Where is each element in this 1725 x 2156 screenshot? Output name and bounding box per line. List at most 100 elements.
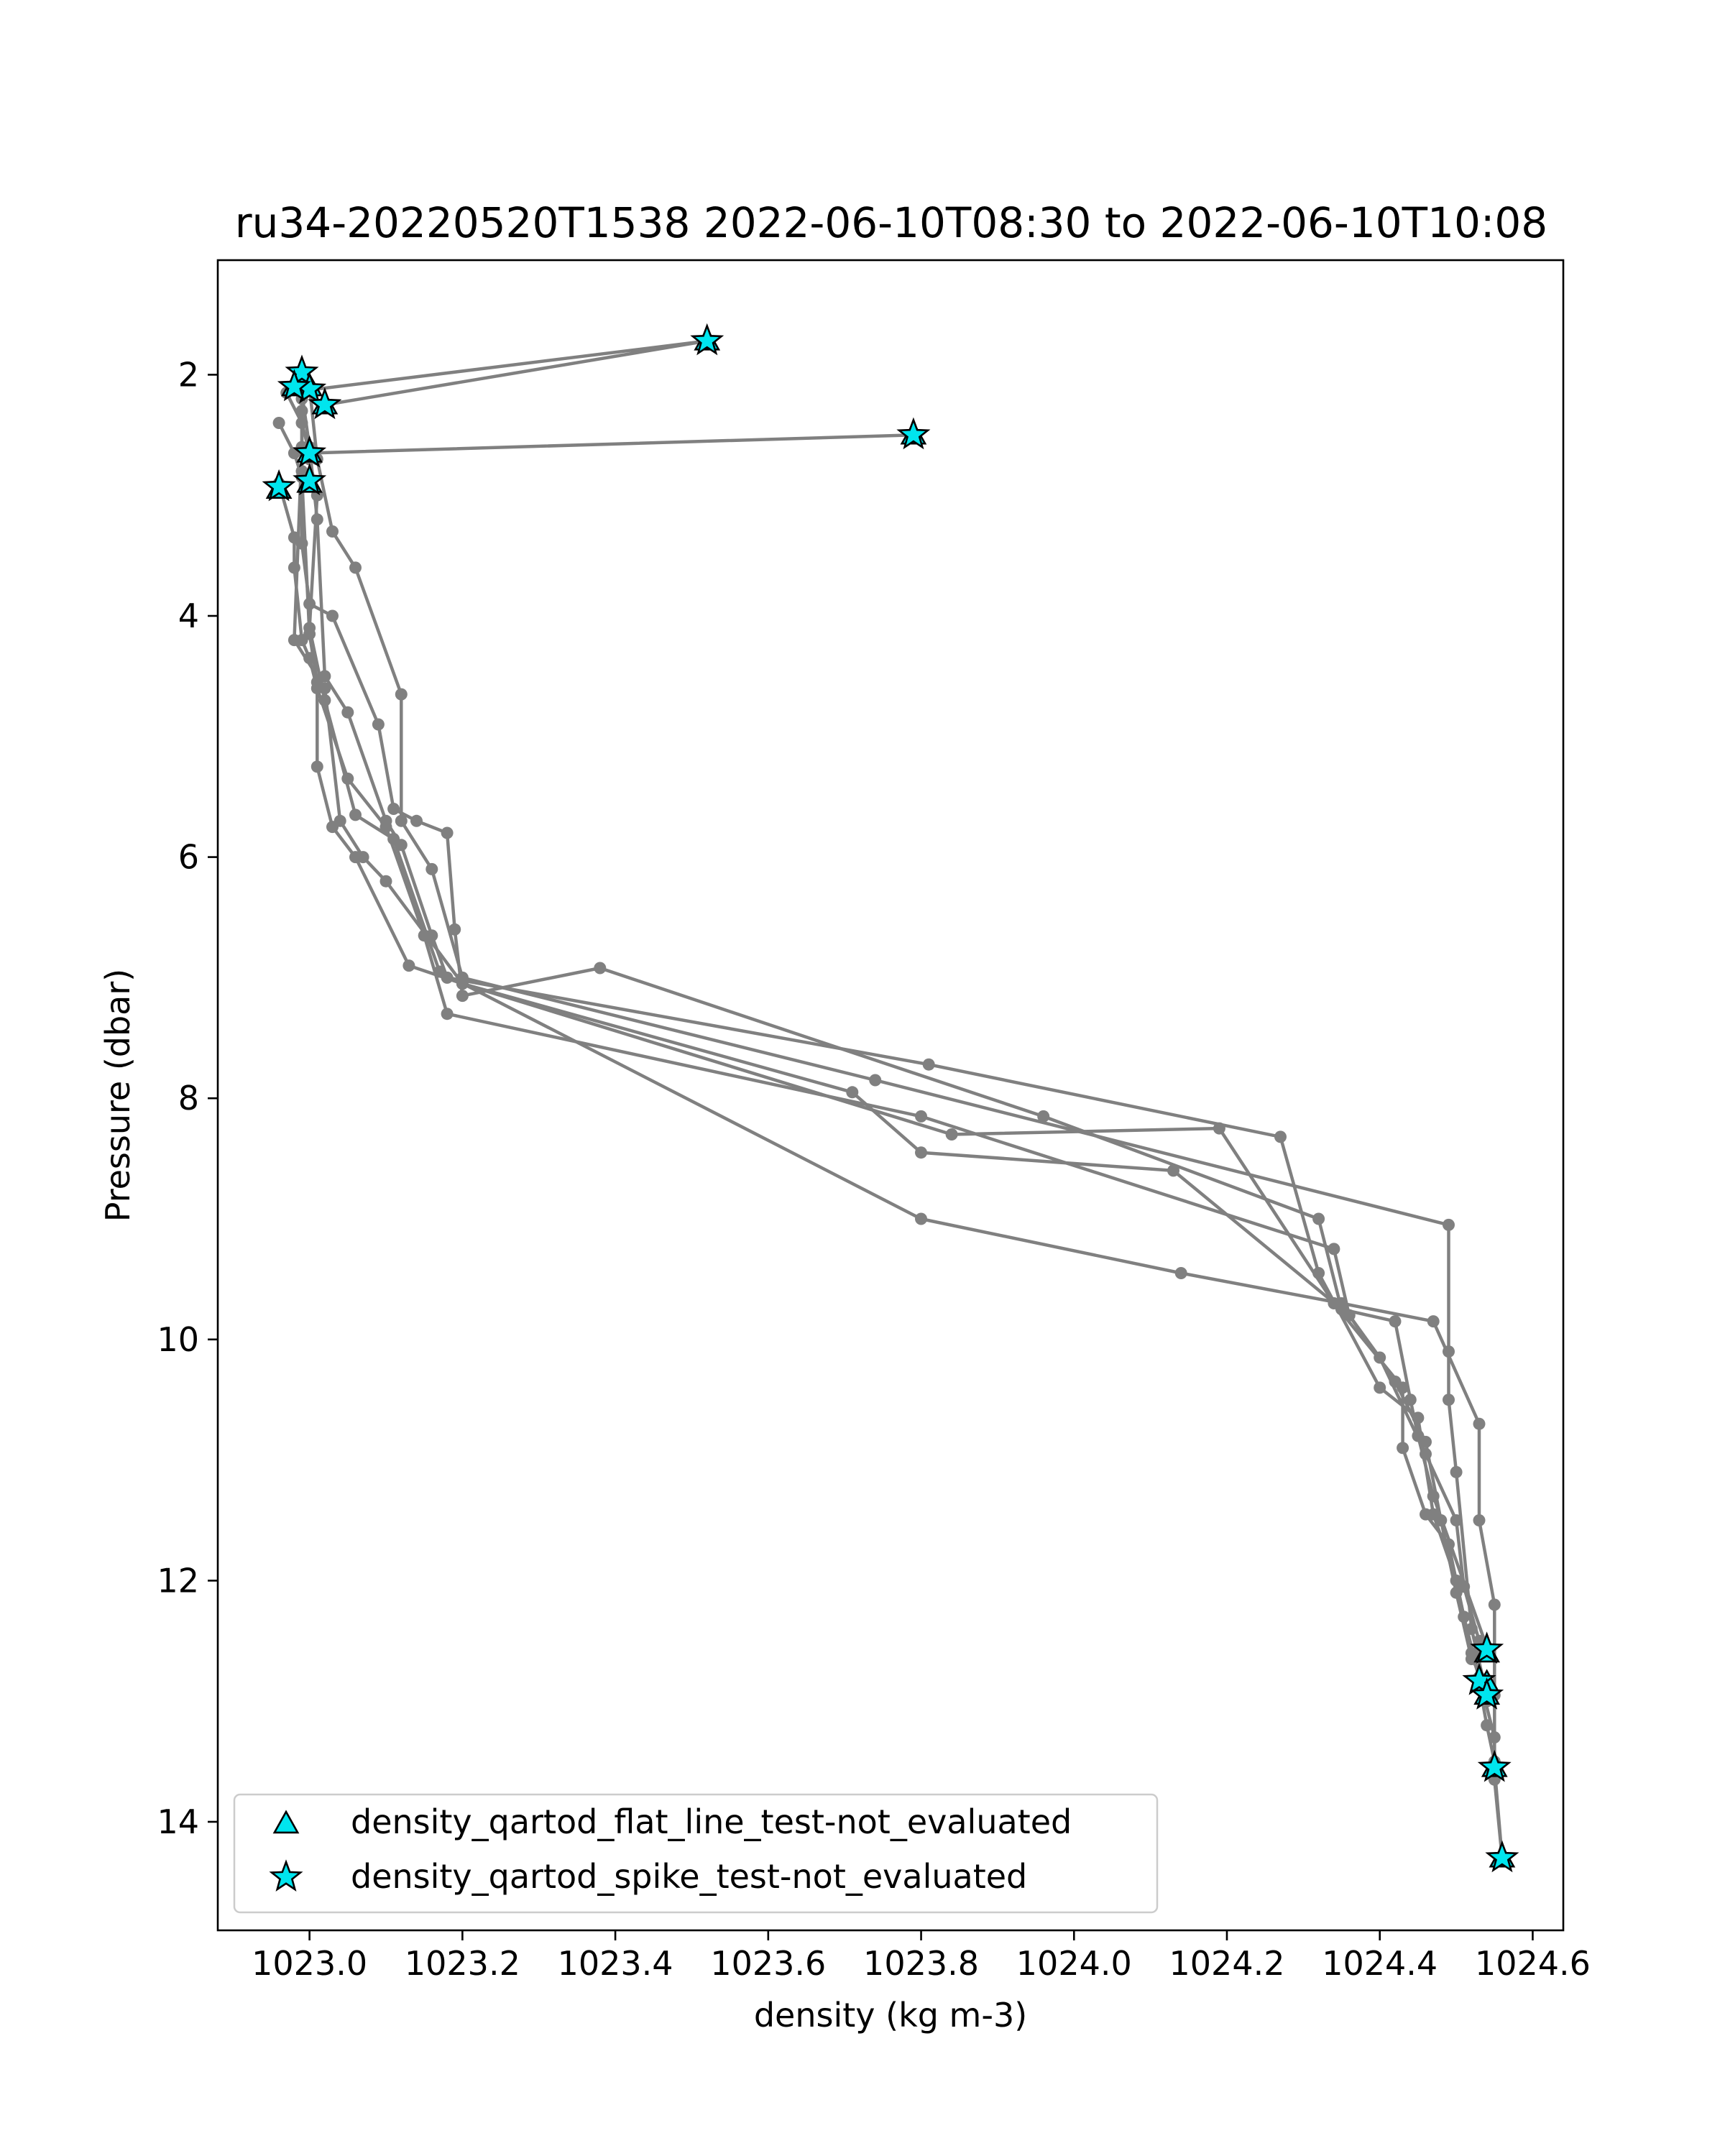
data-point	[402, 959, 415, 972]
data-point	[1450, 1514, 1463, 1526]
x-tick-label: 1023.2	[405, 1944, 520, 1983]
spike-test-marker	[262, 469, 296, 502]
data-point	[456, 990, 469, 1003]
data-point	[922, 1058, 935, 1071]
series-line-1	[300, 392, 1489, 1702]
data-point	[1420, 1508, 1432, 1521]
data-point	[1312, 1212, 1325, 1225]
data-point	[1335, 1297, 1348, 1309]
data-point	[380, 875, 392, 888]
x-tick-label: 1023.8	[863, 1944, 979, 1983]
data-point	[1274, 1130, 1287, 1143]
x-tick-label: 1023.6	[710, 1944, 826, 1983]
data-point	[395, 814, 408, 827]
spike-test-marker	[896, 417, 931, 450]
data-point	[295, 405, 308, 418]
data-point	[326, 525, 339, 538]
y-tick-label: 8	[178, 1079, 199, 1118]
data-point	[387, 803, 400, 815]
data-point	[303, 622, 316, 635]
y-tick-label: 10	[157, 1320, 199, 1359]
legend: density_qartod_flat_line_test-not_evalua…	[233, 1793, 1159, 1914]
data-point	[310, 760, 323, 773]
plot-frame	[216, 259, 1565, 1932]
y-tick-label: 4	[178, 596, 199, 635]
data-point	[1397, 1442, 1409, 1455]
x-tick-label: 1023.4	[558, 1944, 673, 1983]
data-point	[334, 814, 346, 827]
data-point	[288, 634, 300, 647]
x-tick-label: 1024.6	[1475, 1944, 1591, 1983]
spike-test-marker	[277, 369, 311, 402]
data-point	[1450, 1465, 1463, 1478]
triangle-marker-icon	[272, 1810, 300, 1834]
data-point	[441, 826, 454, 839]
spike-test-marker	[1485, 1840, 1519, 1873]
data-point	[1374, 1381, 1386, 1394]
data-point	[1397, 1381, 1409, 1394]
data-point	[915, 1110, 927, 1123]
data-point	[1473, 1514, 1486, 1526]
data-point	[1389, 1315, 1402, 1328]
data-point	[869, 1074, 882, 1087]
data-point	[433, 965, 446, 978]
legend-label-spike: density_qartod_spike_test-not_evaluated	[351, 1857, 1027, 1896]
data-point	[1458, 1611, 1471, 1623]
data-point	[915, 1146, 927, 1159]
data-point	[1435, 1514, 1448, 1526]
data-point	[426, 862, 438, 875]
spike-test-marker	[285, 354, 319, 387]
data-point	[272, 417, 285, 429]
data-point	[349, 808, 362, 821]
spike-test-marker	[1470, 1631, 1504, 1664]
spike-test-marker	[293, 435, 327, 468]
data-point	[395, 688, 408, 701]
x-axis-label: density (kg m-3)	[754, 1996, 1027, 2035]
y-axis-label: Pressure (dbar)	[98, 969, 137, 1222]
data-point	[1443, 1218, 1455, 1231]
data-point	[1458, 1580, 1471, 1593]
spike-test-marker	[1470, 1677, 1504, 1710]
spike-test-marker	[308, 387, 342, 420]
data-point	[441, 1008, 454, 1021]
star-marker-icon	[269, 1859, 303, 1892]
data-point	[380, 821, 392, 834]
legend-entry-flat-line: density_qartod_flat_line_test-not_evalua…	[272, 1802, 1072, 1841]
data-point	[1443, 1538, 1455, 1551]
x-tick-label: 1024.4	[1322, 1944, 1438, 1983]
x-tick-label: 1024.0	[1016, 1944, 1132, 1983]
spike-test-marker	[690, 323, 724, 356]
data-point	[410, 814, 423, 827]
data-point	[372, 718, 385, 731]
data-point	[1213, 1122, 1225, 1135]
data-point	[1420, 1447, 1432, 1460]
y-tick-label: 14	[157, 1802, 199, 1841]
chart-title: ru34-20220520T1538 2022-06-10T08:30 to 2…	[235, 198, 1547, 247]
data-point	[1473, 1417, 1486, 1430]
legend-entry-spike: density_qartod_spike_test-not_evaluated	[269, 1857, 1027, 1896]
data-point	[326, 609, 339, 622]
y-axis: 2 4 6 8 10 12 14	[157, 355, 218, 1841]
data-point	[1037, 1110, 1050, 1123]
x-axis: 1023.0 1023.2 1023.4 1023.6 1023.8 1024.0 1024…	[252, 1930, 1591, 1983]
legend-box	[233, 1793, 1159, 1914]
series-line-6	[277, 422, 1496, 1762]
data-point	[915, 1212, 927, 1225]
data-point	[1174, 1267, 1187, 1279]
plot-area	[262, 323, 1519, 1873]
y-tick-label: 12	[157, 1561, 199, 1600]
x-tick-label: 1023.0	[252, 1944, 367, 1983]
data-point	[945, 1128, 958, 1141]
x-tick-label: 1024.2	[1169, 1944, 1285, 1983]
legend-label-flat-line: density_qartod_flat_line_test-not_evalua…	[351, 1802, 1072, 1841]
data-point	[387, 832, 400, 845]
data-point	[1427, 1315, 1440, 1328]
series-line-4	[285, 339, 914, 455]
data-point	[1443, 1393, 1455, 1406]
y-tick-label: 6	[178, 838, 199, 877]
data-point	[341, 706, 354, 719]
data-point	[1488, 1598, 1501, 1611]
y-tick-label: 2	[178, 355, 199, 394]
data-point	[594, 962, 607, 975]
